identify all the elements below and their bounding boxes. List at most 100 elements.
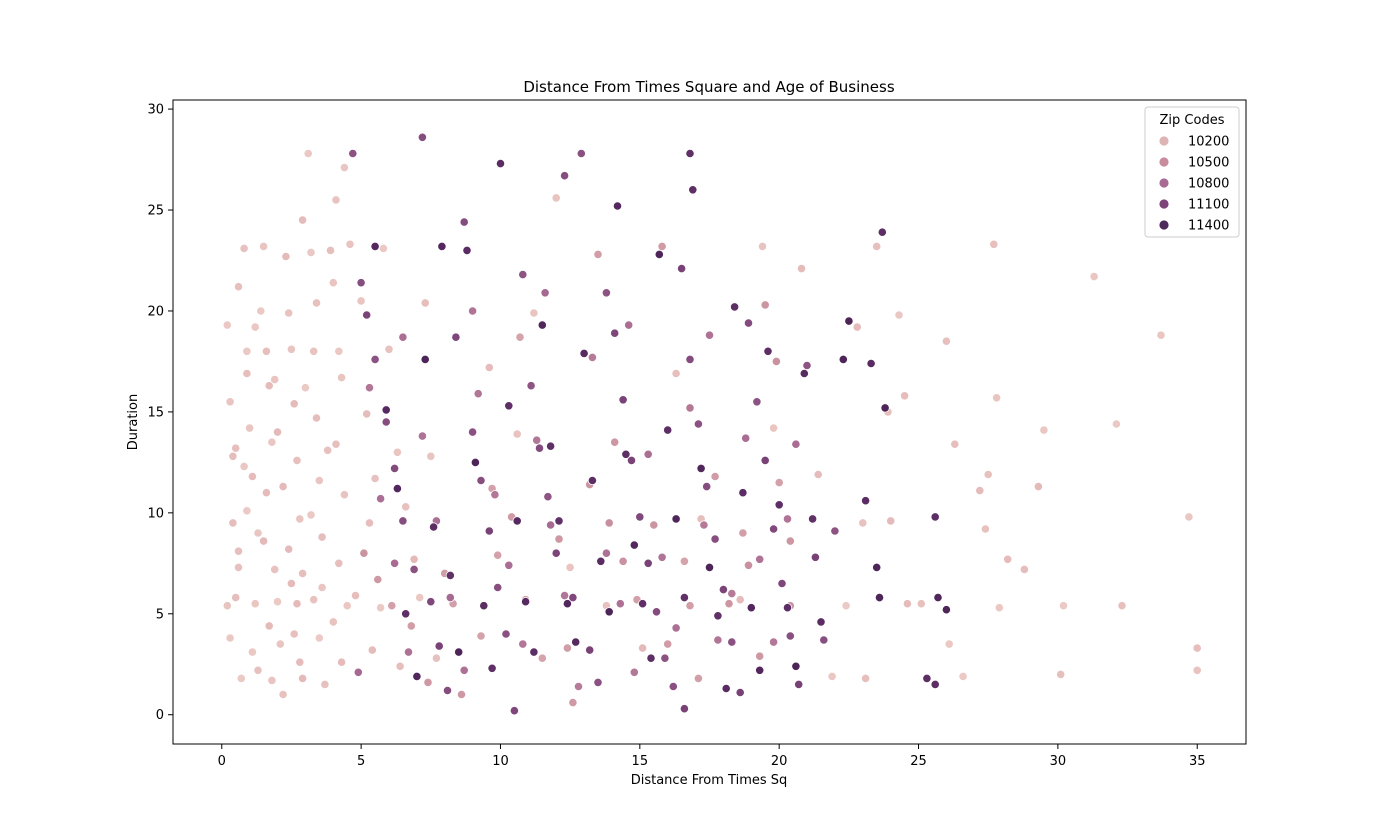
legend-label: 10200	[1188, 135, 1229, 150]
data-point	[345, 239, 355, 249]
data-point	[540, 288, 550, 298]
data-point	[768, 637, 779, 647]
data-point	[735, 595, 745, 605]
data-point	[495, 159, 506, 169]
data-point	[389, 558, 400, 568]
data-point	[231, 592, 241, 603]
data-point	[515, 332, 525, 342]
data-point	[958, 671, 968, 682]
data-point	[844, 316, 854, 326]
data-point	[314, 633, 324, 643]
data-point	[281, 251, 291, 262]
data-point	[401, 502, 411, 512]
data-point	[1192, 665, 1202, 675]
data-point	[534, 443, 545, 453]
data-point	[398, 332, 408, 342]
data-point	[610, 328, 620, 338]
data-point	[1039, 425, 1049, 435]
data-point	[359, 548, 369, 558]
data-point	[585, 645, 595, 655]
data-point	[484, 526, 494, 536]
data-point	[289, 629, 299, 639]
data-point	[381, 417, 391, 427]
data-point	[392, 447, 402, 457]
x-tick-label: 35	[1189, 754, 1206, 769]
legend-label: 10800	[1188, 177, 1229, 192]
data-point	[253, 665, 263, 675]
x-tick-label: 10	[492, 754, 509, 769]
data-point	[587, 352, 598, 362]
data-point	[573, 681, 584, 692]
data-point	[239, 243, 249, 253]
data-point	[336, 372, 347, 383]
data-point	[350, 590, 361, 601]
data-point	[518, 639, 528, 649]
data-point	[930, 512, 940, 522]
plot-frame	[172, 99, 1247, 745]
data-point	[261, 346, 271, 356]
x-tick-label: 20	[771, 754, 788, 769]
data-point	[272, 427, 283, 437]
data-point	[339, 490, 349, 500]
data-point	[286, 578, 296, 589]
data-point	[760, 455, 770, 465]
data-point	[317, 532, 327, 542]
data-point	[551, 548, 561, 558]
data-point	[451, 332, 461, 342]
data-point	[713, 635, 723, 645]
data-point	[601, 288, 612, 298]
data-point	[292, 455, 302, 465]
data-point	[225, 397, 235, 407]
legend-label: 11400	[1188, 219, 1229, 234]
data-point	[785, 536, 795, 546]
data-point	[841, 601, 851, 611]
data-point	[297, 673, 308, 684]
data-point	[364, 383, 375, 393]
data-point	[626, 455, 637, 465]
data-point	[980, 524, 991, 534]
data-point	[743, 318, 754, 328]
data-point	[267, 675, 277, 686]
data-point	[409, 564, 419, 575]
series-11100	[348, 132, 840, 716]
data-point	[710, 471, 720, 482]
data-point	[334, 558, 344, 568]
data-point	[755, 651, 765, 661]
data-point	[760, 300, 770, 310]
data-point	[587, 475, 598, 486]
data-point	[991, 393, 1002, 403]
data-point	[782, 603, 793, 613]
y-tick-label: 25	[147, 204, 164, 219]
data-point	[532, 435, 542, 445]
data-point	[247, 647, 257, 657]
data-point	[225, 633, 235, 643]
series-10200	[222, 148, 1202, 700]
data-point	[794, 679, 804, 690]
data-point	[222, 320, 232, 330]
data-point	[295, 514, 305, 524]
data-point	[1019, 564, 1030, 575]
data-point	[250, 322, 260, 332]
data-point	[484, 362, 494, 373]
data-point	[323, 445, 333, 455]
data-point	[375, 603, 386, 613]
x-tick-label: 25	[910, 754, 927, 769]
data-point	[1056, 669, 1066, 680]
data-point	[880, 403, 890, 413]
data-point	[373, 574, 383, 585]
data-point	[493, 550, 503, 560]
data-point	[791, 661, 801, 671]
data-point	[325, 245, 336, 255]
legend-entries: 10200 10500 10800 11100 11400	[1158, 135, 1229, 234]
data-point	[950, 439, 960, 449]
data-point	[637, 643, 648, 653]
data-point	[746, 603, 756, 613]
data-point	[554, 534, 564, 544]
data-point	[727, 588, 737, 599]
data-point	[688, 185, 698, 195]
data-point	[529, 647, 539, 657]
data-point	[752, 397, 762, 407]
data-point	[629, 540, 639, 550]
data-point	[284, 544, 294, 554]
data-point	[526, 381, 536, 391]
